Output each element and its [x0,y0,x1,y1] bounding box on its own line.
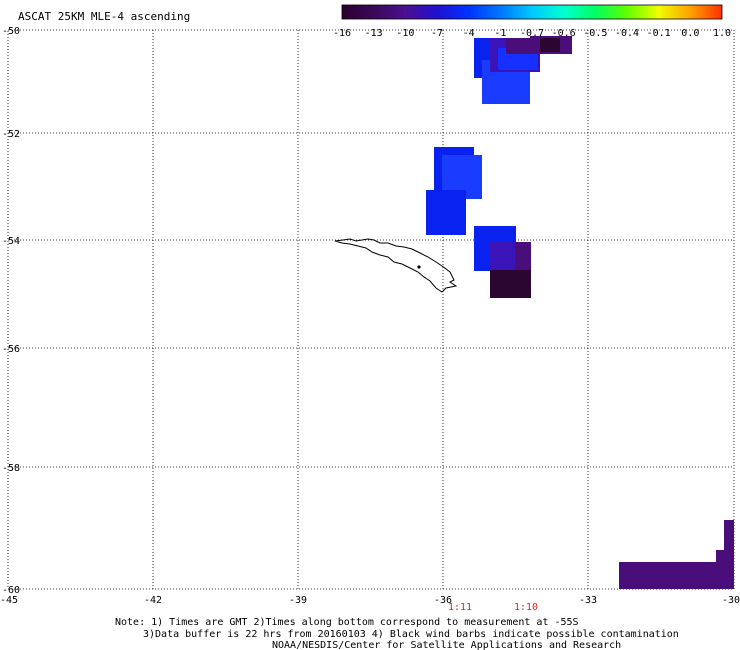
longitude-label: -45 [0,595,18,606]
longitude-label: -33 [579,595,597,606]
swath-cell [540,38,560,52]
colorbar-tick-label: 0.0 [681,28,699,39]
islet-dot [417,265,421,269]
colorbar-tick-label: -13 [365,28,383,39]
graticule [7,29,735,590]
swath-time-label: 1:11 [448,602,472,613]
note-line-2: 3)Data buffer is 22 hrs from 20160103 4)… [143,629,679,640]
longitude-labels: -45 -42 -39 -36 -33 -30 [0,595,740,606]
swath-cell [716,550,734,564]
colorbar-scale [341,4,723,20]
colorbar-tick-label: -10 [396,28,414,39]
latitude-labels: -50 -52 -54 -56 -58 -60 [2,26,20,596]
colorbar-tick-label: -0.5 [583,28,607,39]
colorbar-tick-label: -7 [431,28,443,39]
longitude-label: -42 [144,595,162,606]
longitude-label: -39 [289,595,307,606]
colorbar-tick-label: -4 [463,28,475,39]
colorbar-tick-label: 1.0 [713,28,731,39]
map-title: ASCAT 25KM MLE-4 ascending [18,10,190,23]
latitude-label: -58 [2,463,20,474]
south-georgia-coastline [334,238,458,293]
colorbar-tick-label: -16 [333,28,351,39]
note-line-1: Note: 1) Times are GMT 2)Times along bot… [115,617,579,628]
latitude-label: -50 [2,26,20,37]
longitude-label: -30 [722,595,740,606]
swath-cell [490,270,531,298]
note-line-3: NOAA/NESDIS/Center for Satellite Applica… [272,640,621,650]
map-frame [7,29,735,590]
latitude-label: -52 [2,129,20,140]
colorbar-tick-label: -0.7 [520,28,544,39]
colorbar-tick-label: -0.4 [615,28,639,39]
latitude-label: -56 [2,344,20,355]
latitude-label: -60 [2,585,20,596]
colorbar-tick-labels: -16 -13 -10 -7 -4 -1 -0.7 -0.6 -0.5 -0.4 -0.1 0.0 1.… [333,28,731,39]
swath-cell [619,562,734,589]
latitude-label: -54 [2,236,20,247]
longitude-label: -36 [434,595,452,606]
swath-time-label: 1:10 [514,602,538,613]
swath-cell [426,190,466,235]
colorbar [341,4,723,20]
wind-swath-cells [426,36,734,589]
swath-cell [724,520,734,552]
colorbar-tick-label: -0.1 [647,28,671,39]
colorbar-tick-label: -0.6 [552,28,576,39]
colorbar-tick-label: -1 [494,28,506,39]
